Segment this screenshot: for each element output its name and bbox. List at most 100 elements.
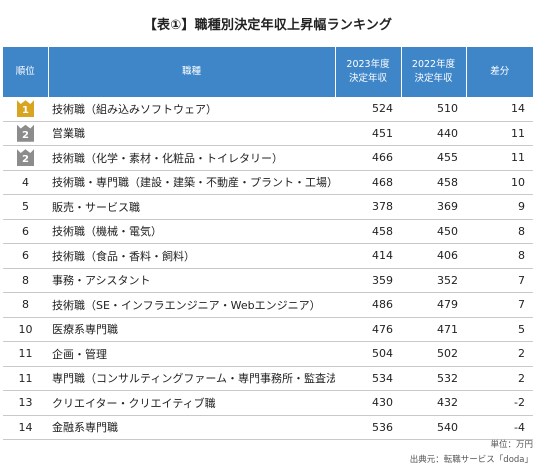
rank-cell: 8 [3,268,48,293]
salary-2022-cell: 406 [401,243,466,269]
salary-2023-cell: 468 [335,170,401,195]
job-cell: 技術職・専門職（建設・建築・不動産・プラント・工場） [48,170,335,195]
salary-2023-cell: 534 [335,366,401,391]
salary-2022-cell: 532 [401,366,466,391]
rank-cell: 13 [3,390,48,416]
rank-badge-gold-icon: 1 [17,100,34,118]
salary-2023-cell: 536 [335,415,401,440]
salary-2023-cell: 414 [335,243,401,269]
diff-cell: 10 [466,170,533,195]
table-row: 2 技術職（化学・素材・化粧品・トイレタリー） 466 455 11 [3,145,533,171]
rank-cell: 8 [3,292,48,318]
salary-2022-cell: 432 [401,390,466,416]
diff-cell: 2 [466,366,533,391]
rank-number: 5 [22,200,29,214]
table-row: 8 事務・アシスタント 359 352 7 [3,268,533,293]
table-row: 8 技術職（SE・インフラエンジニア・Webエンジニア） 486 479 7 [3,292,533,318]
salary-2023-cell: 378 [335,194,401,220]
salary-2022-cell: 502 [401,341,466,367]
footnote-unit: 単位：万円 [490,440,533,450]
table-row: 11 企画・管理 504 502 2 [3,341,533,367]
rank-badge-silver-icon: 2 [17,149,34,167]
diff-cell: 8 [466,219,533,244]
rank-number: 11 [18,371,33,385]
salary-2022-cell: 450 [401,219,466,244]
rank-cell: 4 [3,170,48,195]
salary-2023-cell: 486 [335,292,401,318]
rank-number: 8 [22,298,29,312]
table-header-row: 順位 職種 2023年度 決定年収 2022年度 決定年収 差分 [3,47,533,97]
rank-cell: 11 [3,366,48,391]
diff-cell: 14 [466,97,533,122]
job-cell: 技術職（機械・電気） [48,219,335,244]
rank-number: 6 [22,249,29,263]
diff-cell: 11 [466,121,533,146]
rank-cell: 14 [3,415,48,440]
rank-cell: 2 [3,145,48,171]
header-2023-line2: 決定年収 [348,73,387,84]
diff-cell: 2 [466,341,533,367]
table-row: 4 技術職・専門職（建設・建築・不動産・プラント・工場） 468 458 10 [3,170,533,195]
rank-number: 14 [18,420,33,434]
header-rank: 順位 [3,47,49,97]
table-row: 10 医療系専門職 476 471 5 [3,317,533,342]
salary-2023-cell: 430 [335,390,401,416]
rank-cell: 2 [3,121,48,146]
header-2023-line1: 2023年度 [346,59,390,70]
diff-cell: 7 [466,268,533,293]
table-row: 11 専門職（コンサルティングファーム・専門事務所・監査法人） 534 532 2 [3,366,533,391]
job-cell: 医療系専門職 [48,317,335,342]
diff-cell: -2 [466,390,533,416]
rank-number: 11 [18,347,33,361]
table-row: 6 技術職（食品・香料・飼料） 414 406 8 [3,243,533,269]
job-cell: 専門職（コンサルティングファーム・専門事務所・監査法人） [48,366,335,391]
job-cell: 技術職（SE・インフラエンジニア・Webエンジニア） [48,292,335,318]
salary-2023-cell: 524 [335,97,401,122]
salary-2022-cell: 369 [401,194,466,220]
salary-2022-cell: 458 [401,170,466,195]
diff-cell: 5 [466,317,533,342]
job-cell: 営業職 [48,121,335,146]
table-row: 1 技術職（組み込みソフトウェア） 524 510 14 [3,97,533,122]
rank-cell: 6 [3,219,48,244]
table-row: 6 技術職（機械・電気） 458 450 8 [3,219,533,244]
rank-cell: 1 [3,97,48,122]
header-2022: 2022年度 決定年収 [401,47,467,97]
job-cell: 販売・サービス職 [48,194,335,220]
salary-2023-cell: 451 [335,121,401,146]
job-cell: 金融系専門職 [48,415,335,440]
rank-number: 8 [22,273,29,287]
ranking-table: 順位 職種 2023年度 決定年収 2022年度 決定年収 差分 1 技術職（組み… [3,47,533,440]
diff-cell: 8 [466,243,533,269]
diff-cell: 7 [466,292,533,318]
salary-2022-cell: 440 [401,121,466,146]
rank-number: 4 [22,175,29,189]
footnote-source: 出典元：転職サービス「doda」 [409,455,533,465]
salary-2022-cell: 455 [401,145,466,171]
salary-2023-cell: 359 [335,268,401,293]
rank-cell: 6 [3,243,48,269]
table-row: 13 クリエイター・クリエイティブ職 430 432 -2 [3,390,533,416]
rank-badge-silver-icon: 2 [17,124,34,142]
job-cell: 技術職（食品・香料・飼料） [48,243,335,269]
salary-2022-cell: 352 [401,268,466,293]
salary-2023-cell: 466 [335,145,401,171]
header-job: 職種 [48,47,336,97]
job-cell: 技術職（組み込みソフトウェア） [48,97,335,122]
salary-2022-cell: 540 [401,415,466,440]
job-cell: 事務・アシスタント [48,268,335,293]
salary-2023-cell: 458 [335,219,401,244]
rank-cell: 10 [3,317,48,342]
table-row: 2 営業職 451 440 11 [3,121,533,146]
rank-cell: 11 [3,341,48,367]
rank-number: 10 [18,322,33,336]
salary-2022-cell: 479 [401,292,466,318]
rank-cell: 5 [3,194,48,220]
rank-number: 6 [22,224,29,238]
header-2023: 2023年度 決定年収 [335,47,402,97]
job-cell: 企画・管理 [48,341,335,367]
diff-cell: 11 [466,145,533,171]
salary-2023-cell: 476 [335,317,401,342]
header-2022-line2: 決定年収 [414,73,453,84]
job-cell: 技術職（化学・素材・化粧品・トイレタリー） [48,145,335,171]
